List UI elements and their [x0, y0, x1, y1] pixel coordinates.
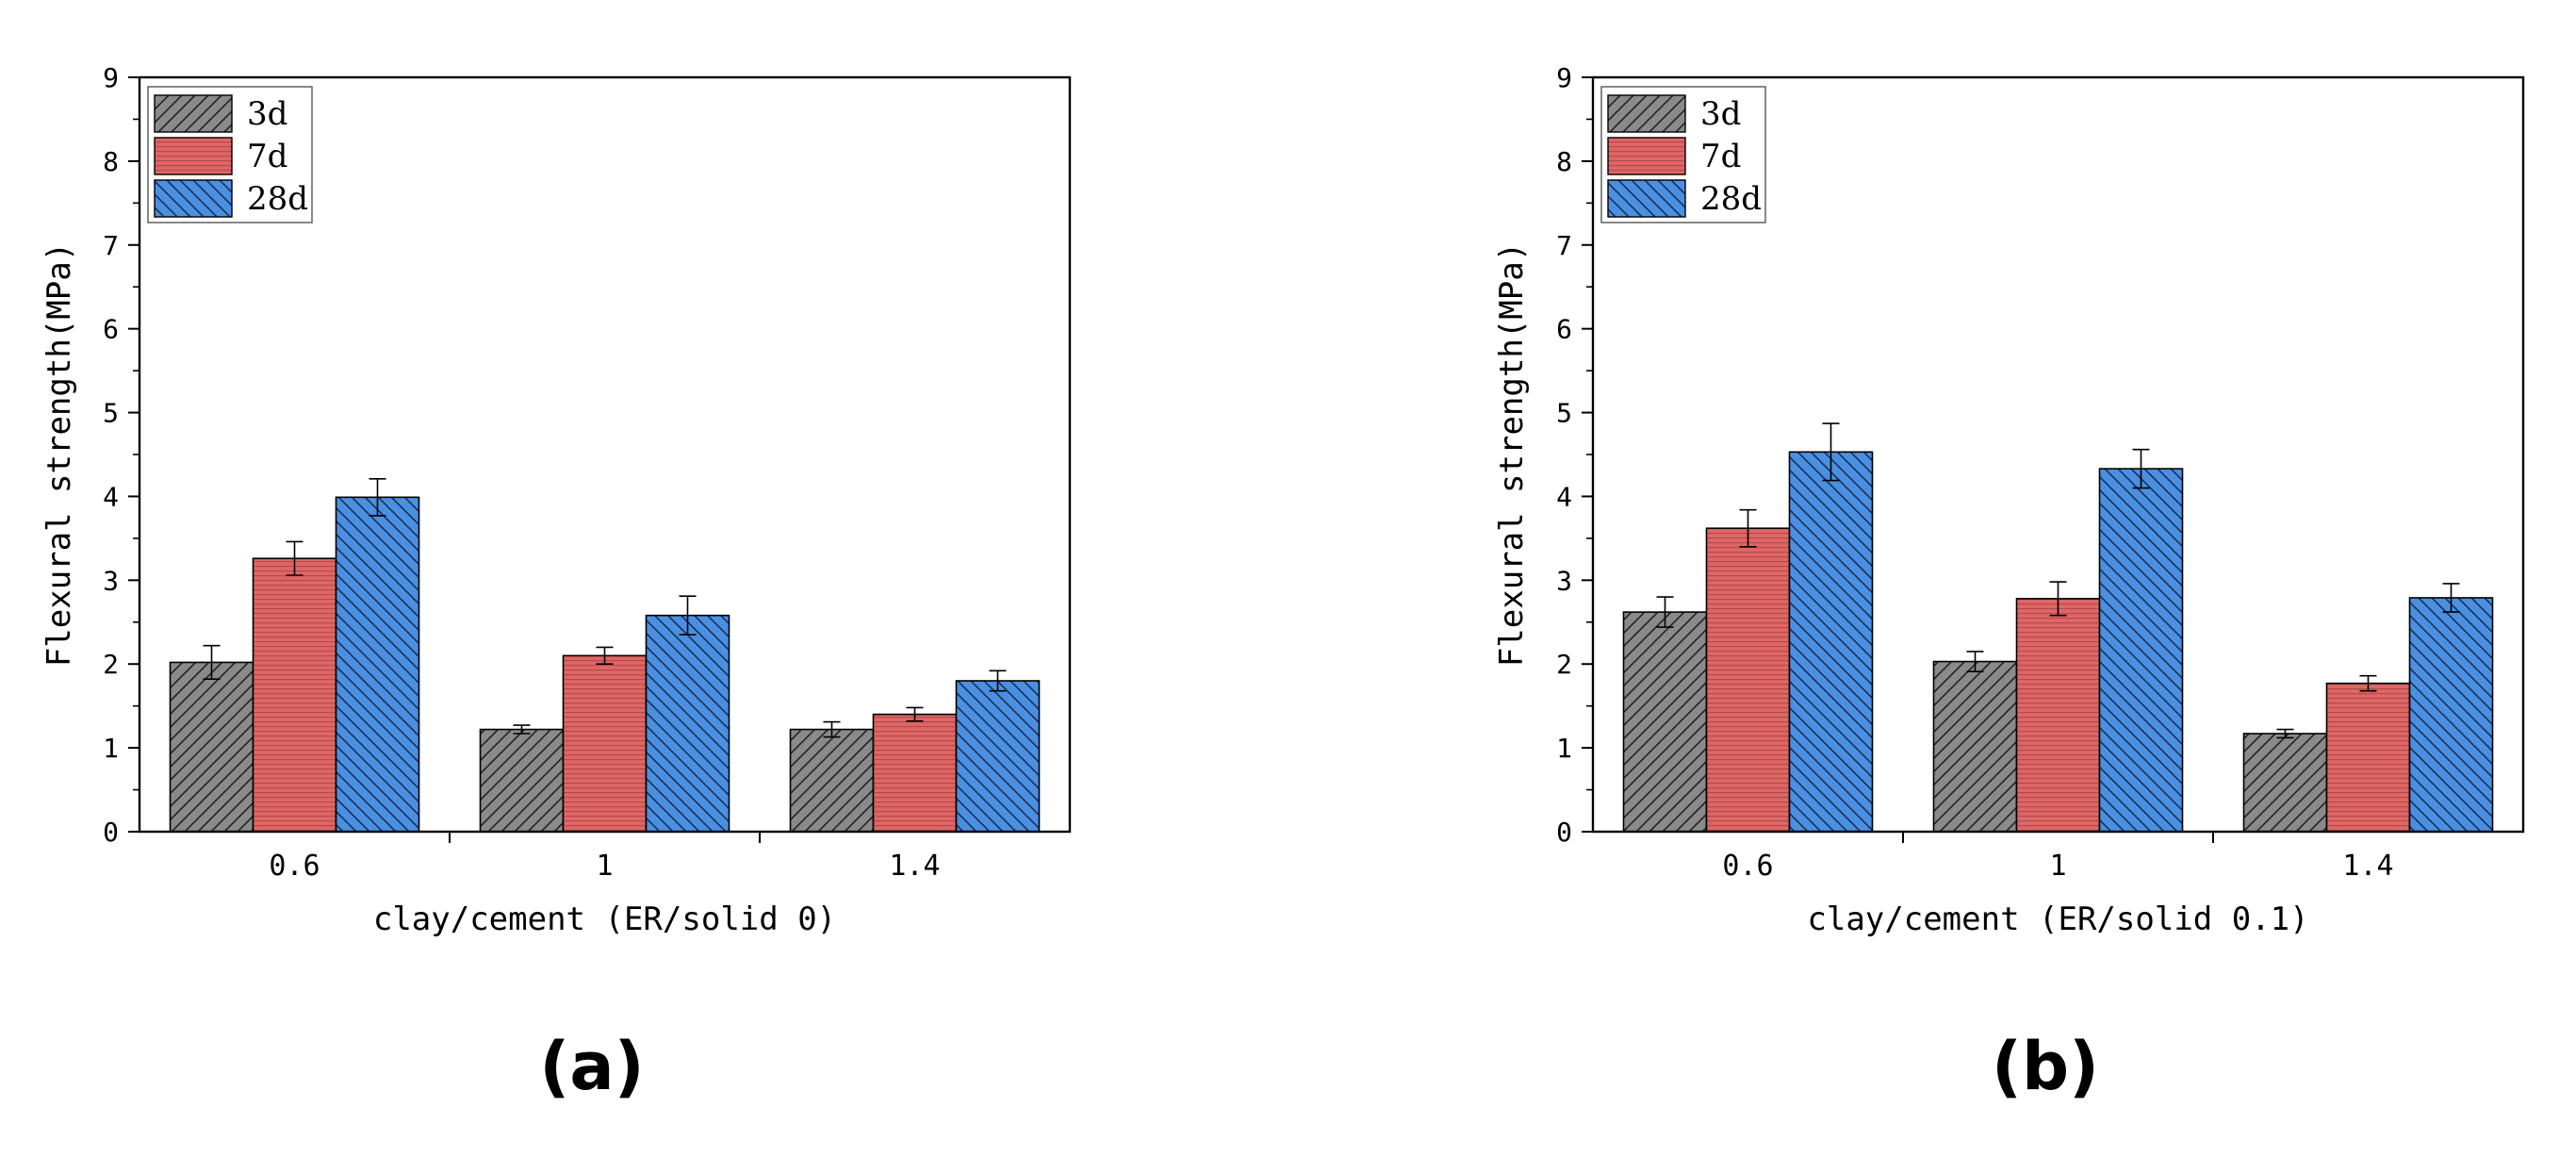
y-tick-label: 5	[103, 398, 119, 429]
bar-28d-0_6	[1788, 451, 1874, 833]
y-tick-label: 2	[1556, 649, 1572, 680]
y-tick-label: 4	[1556, 481, 1572, 512]
error-bar-28d-1	[2132, 448, 2150, 489]
x-tick-label: 0.6	[269, 850, 320, 883]
y-tick-label: 6	[1556, 314, 1572, 345]
bar-3d-1_4	[2242, 733, 2328, 833]
y-tick-label: 6	[103, 314, 119, 345]
bar-3d-0_6	[1622, 611, 1708, 833]
error-bar-3d-0_6	[1656, 596, 1674, 628]
y-tick-label: 9	[1556, 62, 1572, 93]
error-bar-7d-0_6	[1739, 508, 1757, 548]
bar-28d-1_4	[2408, 597, 2494, 833]
bar-28d-1_4	[955, 680, 1041, 833]
error-bar-3d-1	[513, 724, 531, 735]
x-tick-label: 0.6	[1722, 850, 1773, 883]
y-tick-label: 4	[103, 481, 119, 512]
legend-label-3d: 3d	[247, 95, 287, 133]
y-tick-label: 0	[103, 817, 119, 848]
x-tick-label: 1	[2049, 850, 2066, 883]
legend-label-7d: 7d	[247, 138, 287, 175]
y-tick-label: 1	[1556, 733, 1572, 764]
y-tick-label: 9	[103, 62, 119, 93]
error-bar-7d-1	[596, 646, 614, 666]
x-tick-label: 1	[596, 850, 613, 883]
error-bar-28d-1_4	[989, 669, 1007, 692]
y-axis-label: Flexural strength(MPa)	[41, 242, 78, 667]
y-tick-label: 2	[103, 649, 119, 680]
y-tick-label: 5	[1556, 398, 1572, 429]
y-tick-label: 8	[1556, 146, 1572, 177]
legend-label-28d: 28d	[1700, 180, 1762, 218]
legend-swatch-3d	[1607, 94, 1686, 133]
legend: 3d 7d 28d	[147, 86, 313, 223]
legend-swatch-7d	[154, 137, 233, 175]
bar-28d-1	[2098, 468, 2184, 833]
y-tick-label: 0	[1556, 817, 1572, 848]
bar-7d-1_4	[2325, 682, 2411, 833]
y-tick-label: 1	[103, 733, 119, 764]
legend-label-3d: 3d	[1700, 95, 1741, 133]
bar-3d-0_6	[169, 661, 254, 833]
error-bar-7d-1_4	[2359, 674, 2377, 692]
x-tick-label: 1.4	[889, 850, 940, 883]
x-axis-label: clay/cement (ER/solid 0.1)	[1807, 901, 2308, 938]
bar-28d-1	[645, 614, 730, 833]
error-bar-28d-0_6	[369, 477, 386, 517]
legend-label-7d: 7d	[1700, 138, 1741, 175]
legend-label-28d: 28d	[247, 180, 308, 218]
error-bar-7d-1_4	[906, 706, 924, 722]
bar-3d-1_4	[789, 728, 875, 833]
y-tick-label: 3	[103, 565, 119, 596]
y-axis-label: Flexural strength(MPa)	[1493, 242, 1531, 667]
error-bar-3d-0_6	[203, 644, 221, 681]
y-tick-label: 7	[1556, 230, 1572, 261]
panel-label: (b)	[1992, 1028, 2099, 1105]
bar-7d-1	[562, 654, 648, 833]
error-bar-3d-1_4	[2276, 728, 2294, 739]
bar-3d-1	[479, 728, 565, 833]
bar-7d-1	[2015, 598, 2101, 833]
error-bar-28d-1	[679, 595, 697, 636]
bar-7d-0_6	[1705, 527, 1791, 833]
chart-panel-a: 0 1 2 3 4 5 6 7 8 9 0.6 1 1.4 clay/cement (ER/solid 0…	[41, 62, 1072, 1105]
error-bar-7d-0_6	[286, 540, 304, 576]
legend-swatch-28d	[1607, 179, 1686, 218]
y-tick-label: 8	[103, 146, 119, 177]
y-tick-label: 3	[1556, 565, 1572, 596]
error-bar-3d-1_4	[823, 720, 841, 738]
error-bar-28d-0_6	[1822, 422, 1840, 482]
legend-swatch-28d	[154, 179, 233, 218]
legend-swatch-3d	[154, 94, 233, 133]
x-axis-label: clay/cement (ER/solid 0)	[373, 901, 836, 938]
x-tick-label: 1.4	[2342, 850, 2393, 883]
error-bar-28d-1_4	[2442, 583, 2460, 613]
bar-7d-1_4	[872, 713, 958, 833]
error-bar-7d-1	[2049, 581, 2067, 617]
y-tick-label: 7	[103, 230, 119, 261]
bar-3d-1	[1932, 660, 2018, 833]
chart-panel-b: 0 1 2 3 4 5 6 7 8 9 0.6 1 1.4 clay/cement (ER/solid 0…	[1493, 62, 2525, 1105]
legend-swatch-7d	[1607, 137, 1686, 175]
error-bar-3d-1	[1966, 651, 1984, 673]
legend: 3d 7d 28d	[1600, 86, 1766, 223]
bar-7d-0_6	[252, 557, 337, 833]
panel-label: (a)	[539, 1028, 644, 1105]
bar-28d-0_6	[335, 496, 420, 833]
